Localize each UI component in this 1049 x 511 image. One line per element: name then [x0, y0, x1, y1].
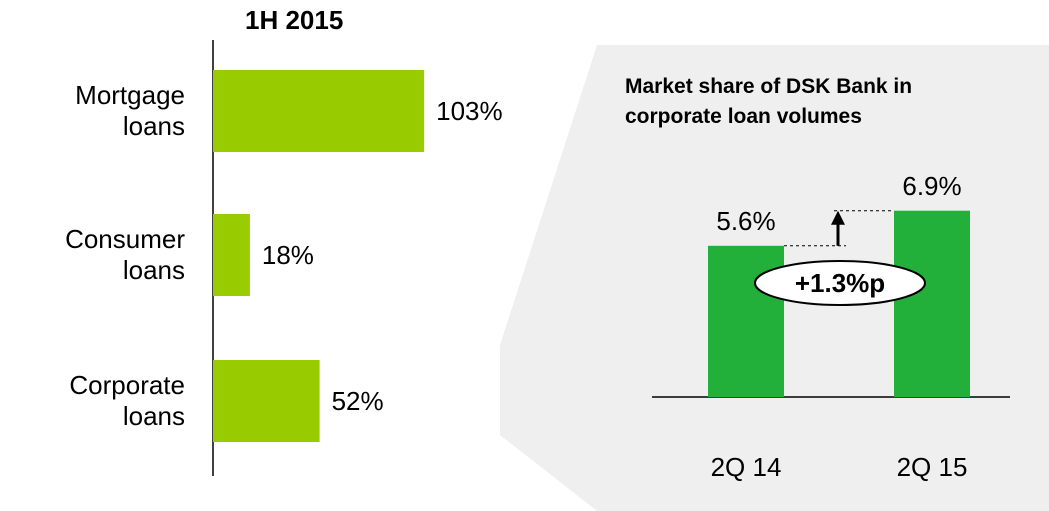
value-label: 6.9% — [902, 170, 962, 201]
value-label: 5.6% — [716, 205, 776, 236]
category-label: Corporate loans — [69, 370, 185, 431]
annotation-bubble — [754, 260, 926, 306]
bar — [213, 214, 250, 296]
value-label: 18% — [261, 240, 314, 270]
chart-title: 1H 2015 — [245, 5, 344, 35]
value-label: 103% — [436, 96, 503, 126]
bar — [213, 360, 320, 442]
x-tick-label: 2Q 15 — [896, 452, 968, 482]
category-label: Mortgage loans — [75, 80, 185, 141]
category-label: Consumer loans — [65, 224, 185, 285]
x-tick-label: 2Q 14 — [710, 452, 782, 482]
bar — [894, 210, 970, 397]
bar — [213, 70, 425, 152]
chart-title: Market share of DSK Bank in corporate lo… — [625, 75, 913, 128]
arrow-head — [831, 210, 845, 225]
annotation: +1.3%p — [794, 268, 886, 298]
value-label: 52% — [331, 386, 384, 416]
